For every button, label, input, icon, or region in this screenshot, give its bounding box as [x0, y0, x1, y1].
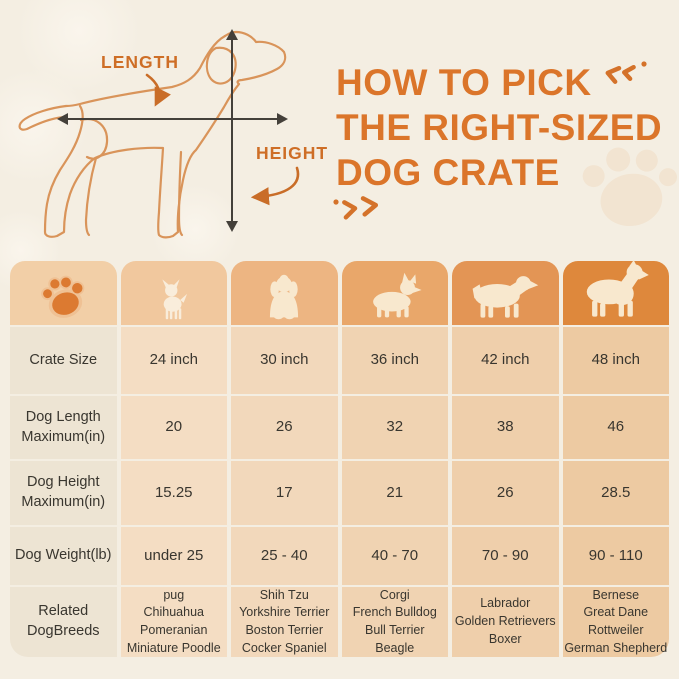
- dog-measurement-diagram: LENGTH HEIGHT: [18, 29, 328, 239]
- header-tile-36-inch: [341, 261, 448, 325]
- rottweiler-silhouette-icon: [586, 260, 649, 317]
- chihuahua-silhouette-icon: [162, 279, 187, 320]
- dog-height-cell: 26: [452, 461, 559, 525]
- breeds-cell: Bernese Great Dane Rottweiler German She…: [562, 587, 669, 657]
- crate-size-cell: 42 inch: [452, 327, 559, 394]
- breeds-cell: pug Chihuahua Pomeranian Miniature Poodl…: [120, 587, 227, 657]
- labrador-silhouette-icon: [472, 276, 539, 318]
- corgi-silhouette-icon: [372, 272, 422, 318]
- dog-weight-cell: 70 - 90: [452, 527, 559, 585]
- crate-size-table: Crate Size 24 inch 30 inch 36 inch 42 in…: [10, 260, 669, 657]
- dog-weight-cell: 25 - 40: [231, 527, 338, 585]
- dog-weight-cell: under 25: [120, 527, 227, 585]
- crate-size-cell: 48 inch: [562, 327, 669, 394]
- row-label-dog-weight: Dog Weight(lb): [10, 527, 117, 585]
- dog-length-cell: 20: [120, 396, 227, 459]
- row-label-related-breeds: Related DogBreeds: [10, 587, 117, 657]
- header-tile-labels: [10, 261, 117, 325]
- breeds-cell: Labrador Golden Retrievers Boxer: [452, 587, 559, 657]
- height-arrow: [226, 29, 238, 232]
- row-label-dog-length: Dog Length Maximum(in): [10, 396, 117, 459]
- height-label: HEIGHT: [256, 143, 328, 163]
- crate-size-cell: 24 inch: [120, 327, 227, 394]
- label-pointer-arrows: [145, 73, 300, 206]
- dog-height-cell: 15.25: [120, 461, 227, 525]
- dog-length-cell: 38: [452, 396, 559, 459]
- crate-size-cell: 30 inch: [231, 327, 338, 394]
- row-label-dog-height: Dog Height Maximum(in): [10, 461, 117, 525]
- title-line-2: THE RIGHT-SIZED: [336, 107, 663, 148]
- crate-size-cell: 36 inch: [341, 327, 448, 394]
- header-tile-30-inch: [231, 261, 338, 325]
- dog-length-cell: 46: [562, 396, 669, 459]
- dog-weight-cell: 90 - 110: [562, 527, 669, 585]
- dog-weight-cell: 40 - 70: [341, 527, 448, 585]
- paw-watermark-icon: [582, 147, 678, 227]
- dog-length-cell: 32: [341, 396, 448, 459]
- decor-chevrons-icon: [605, 61, 647, 84]
- dog-length-cell: 26: [231, 396, 338, 459]
- dog-height-cell: 17: [231, 461, 338, 525]
- row-label-crate-size: Crate Size: [10, 327, 117, 394]
- title-line-1: HOW TO PICK: [336, 62, 592, 103]
- header-tile-48-inch: [562, 260, 669, 325]
- header-tile-42-inch: [452, 261, 559, 325]
- shih-tzu-silhouette-icon: [270, 274, 299, 320]
- length-label: LENGTH: [101, 52, 179, 72]
- length-arrow: [57, 113, 288, 125]
- page-title: HOW TO PICK THE RIGHT-SIZED DOG CRATE: [336, 60, 676, 195]
- title-line-3: DOG CRATE: [336, 152, 560, 193]
- header-tile-24-inch: [120, 261, 227, 325]
- paw-icon: [41, 275, 85, 318]
- dog-height-cell: 21: [341, 461, 448, 525]
- dog-height-cell: 28.5: [562, 461, 669, 525]
- breeds-cell: Corgi French Bulldog Bull Terrier Beagle: [341, 587, 448, 657]
- decor-chevrons-icon: [333, 196, 379, 220]
- breeds-cell: Shih Tzu Yorkshire Terrier Boston Terrie…: [231, 587, 338, 657]
